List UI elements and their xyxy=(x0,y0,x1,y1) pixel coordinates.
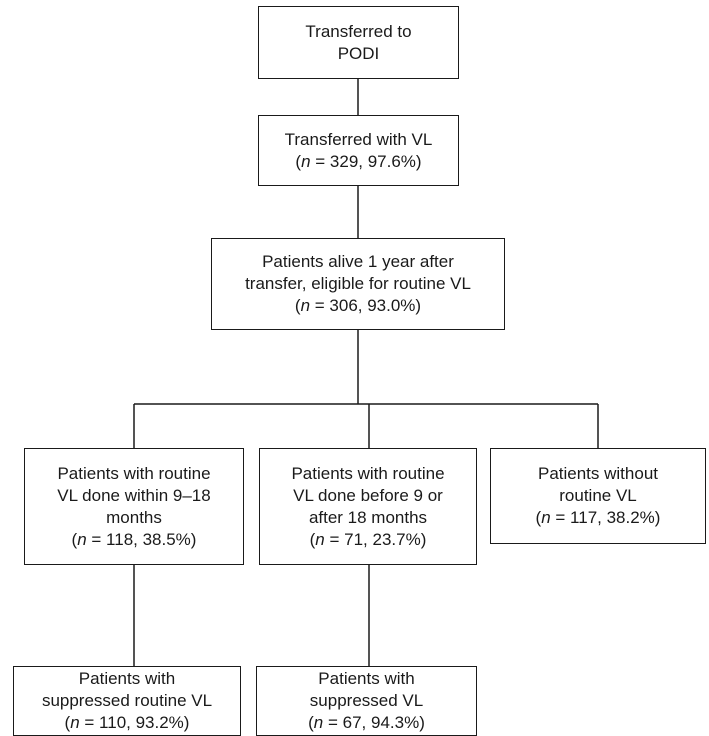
box-without-stat: (n = 117, 38.2%) xyxy=(535,508,661,527)
box-alive-line2: transfer, eligible for routine VL xyxy=(245,274,471,293)
box-vl-within-9-18: Patients with routine VL done within 9–1… xyxy=(24,448,244,565)
box-with-vl-line1: Transferred with VL xyxy=(284,129,433,149)
box-without-line1: Patients without xyxy=(537,464,658,483)
box-transferred-line1: Transferred to xyxy=(305,21,412,41)
box-suppressed-routine-line2: suppressed routine VL xyxy=(41,691,213,710)
box-vl-outside-window: Patients with routine VL done before 9 o… xyxy=(259,448,477,565)
box-suppressed-line2: suppressed VL xyxy=(309,691,424,710)
box-suppressed-routine-line1: Patients with xyxy=(78,669,176,688)
box-without-line2: routine VL xyxy=(559,486,637,505)
box-suppressed-routine-vl: Patients with suppressed routine VL (n =… xyxy=(13,666,241,736)
box-within-line1: Patients with routine xyxy=(57,463,211,483)
box-transferred-with-vl: Transferred with VL (n = 329, 97.6%) xyxy=(258,115,459,186)
box-without-routine-vl: Patients without routine VL (n = 117, 38… xyxy=(490,448,706,544)
box-suppressed-stat: (n = 67, 94.3%) xyxy=(308,713,425,732)
box-outside-stat: (n = 71, 23.7%) xyxy=(309,529,427,549)
box-within-line2: VL done within 9–18 xyxy=(57,485,211,505)
box-transferred: Transferred to PODI xyxy=(258,6,459,79)
box-outside-line2: VL done before 9 or xyxy=(293,485,443,505)
box-within-stat: (n = 118, 38.5%) xyxy=(71,529,197,549)
box-alive-stat: (n = 306, 93.0%) xyxy=(294,296,422,315)
box-suppressed-vl: Patients with suppressed VL (n = 67, 94.… xyxy=(256,666,477,736)
box-suppressed-line1: Patients with xyxy=(318,669,415,688)
box-transferred-line2: PODI xyxy=(337,43,380,63)
box-outside-line1: Patients with routine xyxy=(291,463,445,483)
box-alive-eligible: Patients alive 1 year after transfer, el… xyxy=(211,238,505,330)
box-within-line3: months xyxy=(106,507,162,527)
box-with-vl-stat: (n = 329, 97.6%) xyxy=(295,151,422,171)
box-suppressed-routine-stat: (n = 110, 93.2%) xyxy=(64,713,190,732)
box-alive-line1: Patients alive 1 year after xyxy=(262,252,454,271)
box-outside-line3: after 18 months xyxy=(308,507,428,527)
